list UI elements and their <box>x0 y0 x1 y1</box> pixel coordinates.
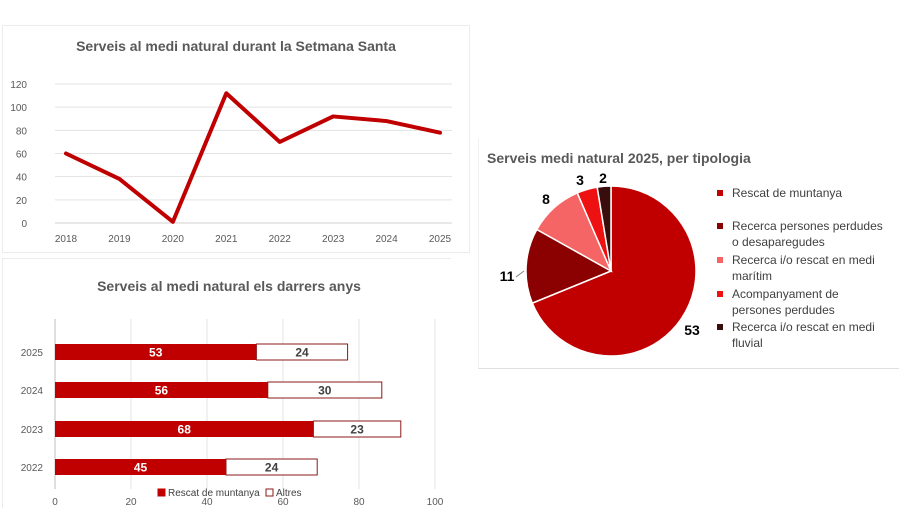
pie-legend-label: Acompanyament de persones perdudes <box>732 287 839 317</box>
pie-legend-swatch <box>717 324 723 330</box>
bar-category-label: 2025 <box>21 348 44 359</box>
bar-chart-title: Serveis al medi natural els darrers anys <box>97 278 361 294</box>
pie-legend-swatch <box>717 190 723 196</box>
bar-category-label: 2023 <box>21 425 44 436</box>
bar-segment <box>55 382 268 398</box>
line-chart-title: Serveis al medi natural durant la Setman… <box>76 38 396 54</box>
bar-x-tick-label: 0 <box>52 497 58 508</box>
line-point <box>64 152 68 155</box>
pie-slice <box>525 228 613 305</box>
line-y-tick-label: 120 <box>10 80 27 91</box>
pie-slice <box>596 185 612 272</box>
line-x-tick-label: 2025 <box>429 234 452 245</box>
line-chart-panel: Serveis al medi natural durant la Setman… <box>2 25 470 253</box>
bar-segment <box>55 459 226 475</box>
bar-data-label: 68 <box>178 423 192 437</box>
line-y-tick-label: 80 <box>16 126 28 137</box>
pie-chart-panel: Serveis medi natural 2025, per tipologia… <box>478 138 899 369</box>
bar-data-label: 45 <box>134 461 148 475</box>
bar-x-tick-label: 60 <box>277 497 289 508</box>
line-point <box>224 91 228 95</box>
pie-legend-label: Rescat de muntanya <box>732 186 842 200</box>
pie-chart: Serveis medi natural 2025, per tipologia… <box>487 150 883 357</box>
bar-segment <box>312 420 402 438</box>
pie-legend-label: Recerca persones perdudes o desaparegudes <box>732 219 883 249</box>
line-series <box>64 91 442 224</box>
line-point <box>438 131 442 135</box>
line-point <box>278 140 282 144</box>
bar-data-label: 24 <box>295 346 309 360</box>
line-point <box>385 119 389 123</box>
bar-x-tick-label: 20 <box>125 497 137 508</box>
bar-segment <box>225 458 318 476</box>
pie-data-label: 3 <box>576 172 584 188</box>
line-x-tick-label: 2019 <box>108 234 131 245</box>
pie-legend-swatch <box>717 257 723 263</box>
pie-chart-title: Serveis medi natural 2025, per tipologia <box>487 150 751 166</box>
pie-leader-line <box>515 270 525 278</box>
line-y-tick-label: 60 <box>16 150 28 161</box>
pie-legend-swatch <box>717 291 723 297</box>
line-point <box>171 220 175 224</box>
line-y-tick-label: 20 <box>16 196 28 207</box>
pie-legend-swatch <box>717 223 723 229</box>
line-x-tick-label: 2022 <box>269 234 292 245</box>
bar-legend-swatch <box>157 488 166 497</box>
bar-data-label: 23 <box>350 423 364 437</box>
bar-chart: Serveis al medi natural els darrers anys… <box>21 278 444 508</box>
bar-category-label: 2022 <box>21 463 44 474</box>
bar-legend-label: Altres <box>276 488 302 499</box>
line-chart: Serveis al medi natural durant la Setman… <box>10 38 452 245</box>
bar-chart-panel: Serveis al medi natural els darrers anys… <box>2 258 451 508</box>
bar-x-tick-label: 40 <box>201 497 213 508</box>
line-y-tick-label: 0 <box>21 219 27 230</box>
line-x-tick-label: 2018 <box>55 234 78 245</box>
pie-data-label: 11 <box>500 268 515 284</box>
bar-x-tick-label: 80 <box>353 497 365 508</box>
line-point <box>117 177 121 181</box>
bar-data-label: 30 <box>318 384 332 398</box>
bar-segment <box>267 381 383 399</box>
pie-data-label: 53 <box>684 322 700 338</box>
bar-data-label: 53 <box>149 346 163 360</box>
bar-legend-label: Rescat de muntanya <box>168 488 260 499</box>
bar-segment <box>55 421 314 437</box>
line-x-tick-label: 2020 <box>162 234 185 245</box>
pie-legend-label: Recerca i/o rescat en medi fluvial <box>732 320 875 350</box>
bar-segment <box>55 344 257 360</box>
line-y-tick-label: 100 <box>10 103 27 114</box>
line-x-tick-label: 2023 <box>322 234 345 245</box>
line-x-tick-label: 2024 <box>375 234 398 245</box>
pie-data-label: 8 <box>542 191 550 207</box>
line-y-tick-label: 40 <box>16 173 28 184</box>
line-point <box>331 114 335 118</box>
pie-slice <box>531 185 697 357</box>
bar-category-label: 2024 <box>21 386 44 397</box>
bar-data-label: 24 <box>265 461 279 475</box>
bar-data-label: 56 <box>155 384 169 398</box>
pie-legend-label: Recerca i/o rescat en medi marítim <box>732 253 875 283</box>
line-x-tick-label: 2021 <box>215 234 238 245</box>
bar-segment <box>255 343 349 361</box>
pie-data-label: 2 <box>599 170 607 186</box>
bar-legend-swatch <box>265 488 274 497</box>
bar-x-tick-label: 100 <box>427 497 444 508</box>
